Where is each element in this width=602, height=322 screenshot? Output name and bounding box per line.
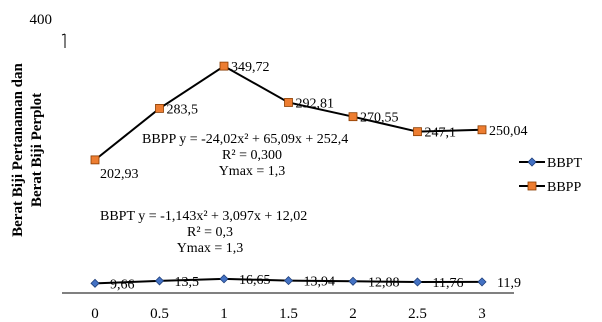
- data-label-bbpt: 16,65: [239, 273, 271, 288]
- data-labels: 9,66 13,5 16,65 13,94 12,88 11,76 11,9 202,93 28…: [100, 60, 528, 292]
- x-tick-label: 1: [220, 306, 228, 322]
- series: [90, 61, 487, 288]
- data-label-bbpp: 250,04: [489, 124, 528, 139]
- trendline-equations: BBPP y = -24,02x² + 65,09x + 252,4R² = 0…: [100, 132, 348, 256]
- x-tick-label: 2.5: [408, 306, 427, 322]
- x-tick-label: 1.5: [279, 306, 298, 322]
- data-point-bbpt: [348, 276, 358, 286]
- data-point-bbpt: [283, 276, 294, 286]
- data-point-bbpt: [154, 276, 165, 286]
- data-label-bbpp: 283,5: [167, 102, 199, 117]
- trendline-stat-bbpt: Ymax = 1,3: [177, 241, 244, 256]
- data-point-bbpp: [284, 98, 293, 107]
- data-point-bbpp: [219, 61, 229, 71]
- data-point-bbpp: [413, 127, 422, 137]
- trendline-stat-bbpp: Ymax = 1,3: [219, 164, 286, 179]
- data-label-bbpt: 11,9: [497, 276, 521, 291]
- data-label-bbpt: 13,5: [175, 275, 200, 290]
- data-label-bbpt: 13,94: [304, 275, 336, 290]
- y-axis-label-line-2: Berat Biji Perplot: [29, 93, 45, 207]
- data-label-bbpp: 292,81: [296, 96, 335, 111]
- data-point-bbpt: [477, 277, 487, 287]
- x-tick-label: 2: [349, 306, 357, 322]
- data-label-bbpp: 247,1: [425, 126, 457, 141]
- legend-label-bbpt: BBPT: [547, 156, 582, 171]
- trendline-stat-bbpt: R² = 0,3: [187, 225, 233, 240]
- y-axis-label: Berat Biji Pertanaman dan Berat Biji Perp…: [10, 62, 45, 236]
- legend-marker-bbpt: [527, 157, 537, 167]
- legend: BBPT BBPP: [519, 156, 582, 195]
- legend-label-bbpp: BBPP: [547, 180, 581, 195]
- data-label-bbpt: 12,88: [368, 275, 400, 290]
- data-point-bbpp: [90, 155, 100, 165]
- data-label-bbpp: 349,72: [231, 60, 270, 75]
- data-point-bbpp: [348, 112, 358, 122]
- data-point-bbpt: [412, 277, 423, 287]
- data-label-bbpp: 270,55: [360, 111, 399, 126]
- y-tick-label: 400: [30, 12, 53, 28]
- x-tick-label: 0: [91, 306, 99, 322]
- x-tick-label: 3: [478, 306, 486, 322]
- data-point-bbpt: [219, 274, 229, 284]
- data-label-bbpt: 9,66: [110, 277, 135, 292]
- legend-marker-bbpp: [527, 181, 537, 191]
- data-label-bbpt: 11,76: [433, 276, 464, 291]
- data-point-bbpp: [477, 125, 487, 135]
- data-point-bbpt: [90, 278, 100, 288]
- trendline-stat-bbpp: R² = 0,300: [222, 148, 282, 163]
- trendline-equation-bbpt: BBPT y = -1,143x² + 3,097x + 12,02: [100, 209, 307, 224]
- data-point-bbpp: [155, 104, 164, 113]
- y-axis-label-line-1: Berat Biji Pertanaman dan: [10, 62, 26, 236]
- trendline-equation-bbpp: BBPP y = -24,02x² + 65,09x + 252,4: [142, 132, 348, 147]
- x-tick-label: 0.5: [150, 306, 169, 322]
- y-axis: 400: [30, 12, 66, 48]
- x-axis: 0 0.5 1 1.5 2 2.5 3: [62, 292, 514, 322]
- data-label-bbpp: 202,93: [100, 167, 139, 182]
